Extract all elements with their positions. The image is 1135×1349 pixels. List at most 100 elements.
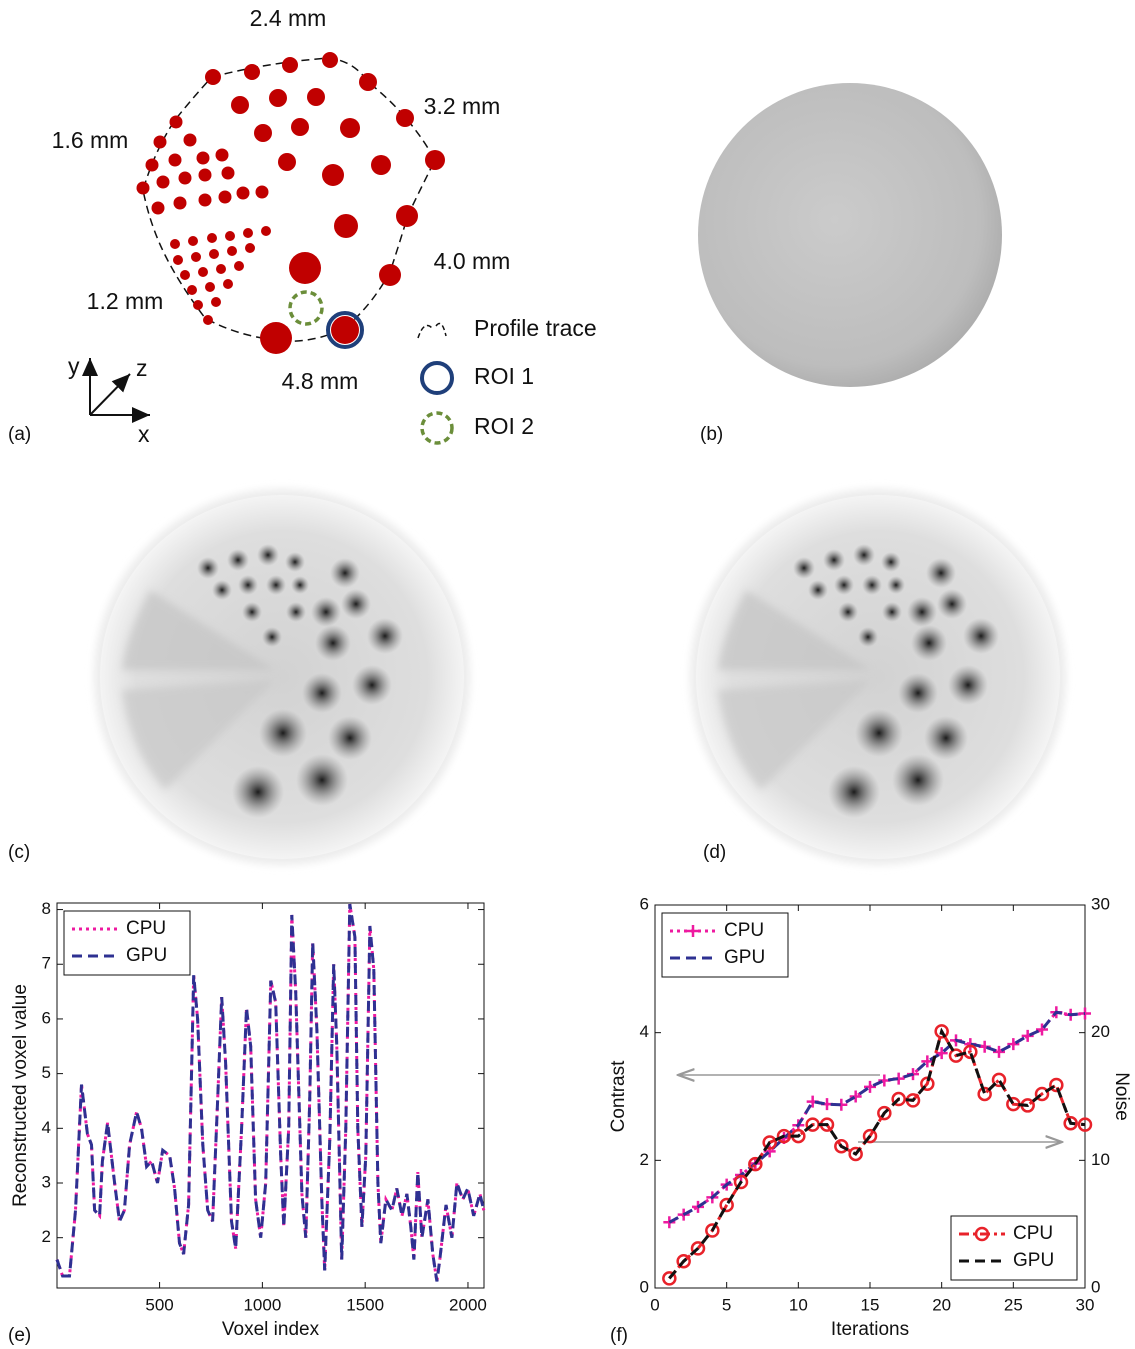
rod bbox=[243, 228, 253, 238]
rod bbox=[199, 169, 212, 182]
y-tick-label: 6 bbox=[640, 894, 649, 913]
rod bbox=[184, 134, 197, 147]
hot-spot bbox=[242, 602, 262, 622]
hot-spot bbox=[286, 602, 306, 622]
rod bbox=[146, 159, 159, 172]
y-tick-label: 4 bbox=[640, 1022, 649, 1041]
hot-spot bbox=[330, 558, 360, 588]
rod bbox=[216, 264, 226, 274]
rod bbox=[334, 214, 358, 238]
reconstruction-image bbox=[690, 489, 1066, 865]
rod bbox=[174, 197, 187, 210]
rod bbox=[289, 252, 321, 284]
rod bbox=[331, 316, 359, 344]
hot-spot bbox=[285, 552, 305, 572]
hot-spot bbox=[858, 627, 878, 647]
rod bbox=[261, 226, 271, 236]
rod bbox=[371, 155, 391, 175]
rod bbox=[216, 149, 229, 162]
hot-spot bbox=[291, 576, 309, 594]
x-tick-label: 1000 bbox=[243, 1295, 281, 1314]
x-tick-label: 10 bbox=[789, 1295, 808, 1314]
rod bbox=[234, 261, 244, 271]
page: {"panel_labels": ["(a)", "(b)", "(c)", "… bbox=[0, 0, 1135, 1349]
hot-spot bbox=[227, 549, 249, 571]
hot-spot bbox=[257, 544, 279, 566]
rod bbox=[203, 315, 213, 325]
y-tick-label: 8 bbox=[42, 899, 51, 918]
hot-spot bbox=[259, 709, 307, 757]
panel-label: (d) bbox=[703, 842, 726, 863]
hot-spot bbox=[855, 709, 903, 757]
y-tick-label: 3 bbox=[42, 1172, 51, 1191]
rod bbox=[199, 194, 212, 207]
rod bbox=[322, 52, 338, 68]
hot-spot bbox=[262, 627, 282, 647]
phantom-diagram bbox=[137, 52, 446, 354]
rod bbox=[191, 252, 201, 262]
y-tick-label: 4 bbox=[42, 1118, 51, 1137]
hot-spot bbox=[924, 716, 968, 760]
rod bbox=[396, 205, 418, 227]
rod bbox=[307, 88, 325, 106]
hot-spot bbox=[838, 602, 858, 622]
legend-label: ROI 2 bbox=[474, 413, 534, 439]
size-label: 1.6 mm bbox=[52, 127, 129, 153]
rod bbox=[278, 153, 296, 171]
x-tick-label: 5 bbox=[722, 1295, 731, 1314]
hot-spot bbox=[911, 625, 947, 661]
hot-spot bbox=[197, 557, 219, 579]
rod bbox=[170, 116, 183, 129]
image-disk bbox=[698, 83, 1002, 387]
x-tick-label: 30 bbox=[1076, 1295, 1095, 1314]
rod bbox=[205, 282, 215, 292]
size-label: 1.2 mm bbox=[87, 288, 164, 314]
y-axis-label: Reconstructed voxel value bbox=[10, 984, 31, 1207]
y2-axis-label: Noise bbox=[1111, 1072, 1132, 1121]
hot-spot bbox=[302, 673, 342, 713]
rod bbox=[260, 322, 292, 354]
y-tick-label: 2 bbox=[640, 1150, 649, 1169]
x-tick-label: 500 bbox=[145, 1295, 173, 1314]
hot-spot bbox=[853, 544, 875, 566]
rod bbox=[282, 57, 298, 73]
x-tick-label: 15 bbox=[861, 1295, 880, 1314]
y-tick-label: 5 bbox=[42, 1063, 51, 1082]
rod bbox=[359, 73, 377, 91]
hot-spot bbox=[862, 575, 882, 595]
y2-tick-label: 30 bbox=[1091, 894, 1110, 913]
rod bbox=[179, 172, 192, 185]
hot-spot bbox=[887, 576, 905, 594]
hot-spot bbox=[808, 580, 828, 600]
disk bbox=[100, 495, 464, 859]
rod bbox=[340, 118, 360, 138]
panel-label: (e) bbox=[8, 1325, 31, 1346]
rod bbox=[227, 246, 237, 256]
rod bbox=[245, 243, 255, 253]
hot-spot bbox=[937, 589, 967, 619]
legend-icon bbox=[422, 413, 452, 443]
rod bbox=[396, 109, 414, 127]
hot-spot bbox=[892, 754, 944, 806]
x-axis-label: Iterations bbox=[831, 1319, 909, 1340]
rod bbox=[198, 267, 208, 277]
rod bbox=[152, 202, 165, 215]
hot-spot bbox=[341, 589, 371, 619]
axis-name: y bbox=[68, 353, 80, 379]
rod bbox=[157, 176, 170, 189]
rod bbox=[180, 270, 190, 280]
panel-label: (c) bbox=[8, 842, 30, 863]
panel-label: (b) bbox=[700, 424, 723, 445]
rod bbox=[222, 167, 235, 180]
x-tick-label: 0 bbox=[650, 1295, 659, 1314]
x-tick-label: 25 bbox=[1004, 1295, 1023, 1314]
profile-trace bbox=[143, 58, 435, 341]
y-tick-label: 2 bbox=[42, 1227, 51, 1246]
hot-spot bbox=[296, 754, 348, 806]
y-tick-label: 0 bbox=[640, 1277, 649, 1296]
hot-spot bbox=[238, 575, 258, 595]
panel-label: (f) bbox=[610, 1325, 628, 1346]
rod bbox=[154, 136, 167, 149]
hot-spot bbox=[232, 766, 284, 818]
panel-label: (a) bbox=[8, 424, 31, 445]
